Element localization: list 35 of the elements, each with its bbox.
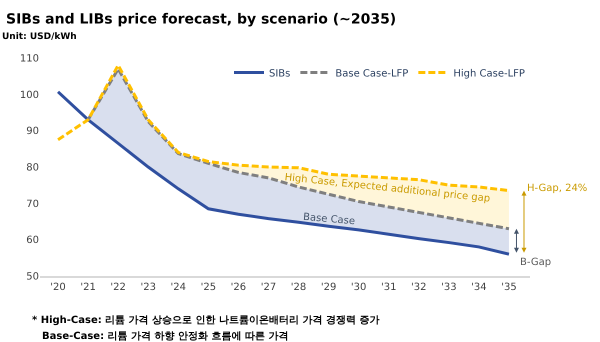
annotation: High Case, Expected additional price gap xyxy=(284,172,491,205)
x-tick-label: '32 xyxy=(411,282,427,293)
x-tick-label: '23 xyxy=(140,282,156,293)
x-tick-label: '26 xyxy=(230,282,246,293)
x-tick-label: '27 xyxy=(260,282,276,293)
y-tick-label: 100 xyxy=(20,90,39,101)
chart-title: SIBs and LIBs price forecast, by scenario (~2035) xyxy=(6,11,396,28)
x-tick-label: '29 xyxy=(320,282,336,293)
legend-label: SIBs xyxy=(269,68,290,80)
line-series xyxy=(56,90,510,256)
x-tick-label: '33 xyxy=(441,282,457,293)
x-tick-label: '20 xyxy=(50,282,66,293)
annotation: Base Case xyxy=(302,212,356,228)
x-tick-label: '24 xyxy=(170,282,186,293)
text: Base-Case: 리튬 가격 하향 안정화 흐름에 따른 가격 xyxy=(42,331,288,342)
x-tick-label: '22 xyxy=(110,282,126,293)
annotation: B-Gap xyxy=(520,257,552,268)
legend-label: High Case-LFP xyxy=(453,68,525,80)
x-tick-label: '25 xyxy=(200,282,216,293)
chart-subtitle: Unit: USD/kWh xyxy=(2,32,77,42)
x-tick-label: '34 xyxy=(471,282,487,293)
x-tick-label: '35 xyxy=(501,282,517,293)
x-tick-label: '30 xyxy=(350,282,366,293)
x-tick-label: '28 xyxy=(290,282,306,293)
y-tick-label: 80 xyxy=(26,162,39,174)
y-tick-label: 110 xyxy=(20,54,39,64)
y-tick-label: 90 xyxy=(26,126,39,138)
x-tick-label: '21 xyxy=(80,282,96,293)
y-tick-label: 70 xyxy=(26,198,39,210)
text: * High-Case: 리튬 가격 상승으로 인한 나트륨이온배터리 가격 경쟁력 증가 xyxy=(32,315,380,326)
annotation: H-Gap, 24% xyxy=(527,183,588,194)
x-tick-label: '31 xyxy=(380,282,396,293)
legend-label: Base Case-LFP xyxy=(335,68,408,80)
y-tick-label: 50 xyxy=(26,272,39,282)
y-tick-label: 60 xyxy=(26,235,39,246)
